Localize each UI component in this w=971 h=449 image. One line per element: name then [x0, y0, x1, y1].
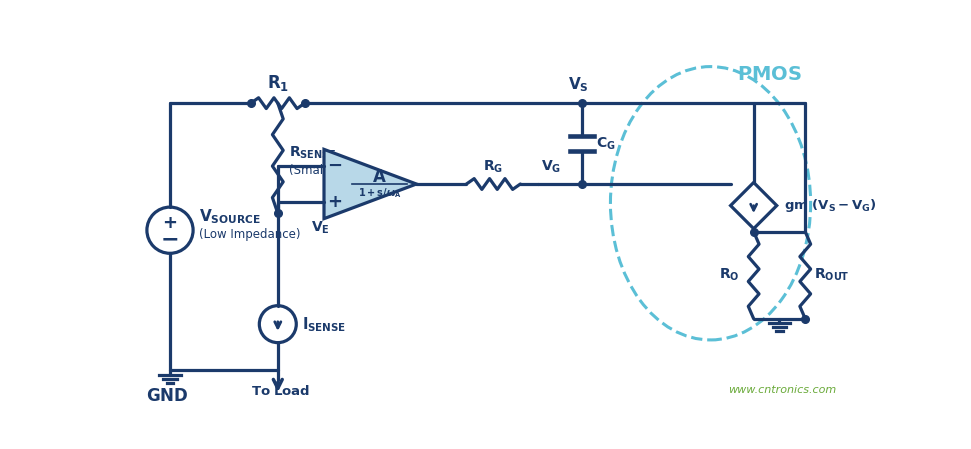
Text: $\mathbf{A}$: $\mathbf{A}$	[372, 167, 386, 186]
Text: $\mathbf{V_{SOURCE}}$: $\mathbf{V_{SOURCE}}$	[199, 207, 261, 226]
Text: (Small): (Small)	[288, 164, 331, 177]
Text: $\mathbf{R_{OUT}}$: $\mathbf{R_{OUT}}$	[815, 267, 850, 283]
Polygon shape	[730, 182, 777, 229]
Text: $\mathbf{PMOS}$: $\mathbf{PMOS}$	[737, 65, 801, 84]
Text: $\mathbf{R_1}$: $\mathbf{R_1}$	[267, 73, 289, 93]
Text: −: −	[327, 157, 343, 175]
Text: +: +	[327, 193, 343, 211]
Text: −: −	[160, 229, 180, 250]
Text: $\mathbf{gm\ (V_S - V_G)}$: $\mathbf{gm\ (V_S - V_G)}$	[785, 197, 877, 214]
Text: $\mathbf{V_E}$: $\mathbf{V_E}$	[311, 220, 329, 236]
Text: $\mathbf{1 + s/\omega_A}$: $\mathbf{1 + s/\omega_A}$	[357, 186, 401, 200]
Text: $\mathbf{R_O}$: $\mathbf{R_O}$	[720, 267, 740, 283]
Text: (Low Impedance): (Low Impedance)	[199, 228, 301, 241]
Text: $\mathbf{R_G}$: $\mathbf{R_G}$	[484, 158, 503, 175]
Text: $\mathbf{I_{SENSE}}$: $\mathbf{I_{SENSE}}$	[302, 315, 347, 334]
Text: $\mathbf{C_G}$: $\mathbf{C_G}$	[596, 136, 616, 152]
Text: $\mathbf{GND}$: $\mathbf{GND}$	[146, 387, 188, 405]
Text: www.cntronics.com: www.cntronics.com	[728, 385, 836, 395]
Text: $\mathbf{R_{SENSE}}$: $\mathbf{R_{SENSE}}$	[288, 145, 336, 161]
Text: $\mathbf{V_S}$: $\mathbf{V_S}$	[568, 75, 589, 94]
Text: $\mathbf{To\ Load}$: $\mathbf{To\ Load}$	[251, 384, 311, 398]
Text: $\mathbf{V_G}$: $\mathbf{V_G}$	[541, 158, 561, 175]
Polygon shape	[324, 150, 417, 219]
Text: +: +	[162, 214, 178, 232]
